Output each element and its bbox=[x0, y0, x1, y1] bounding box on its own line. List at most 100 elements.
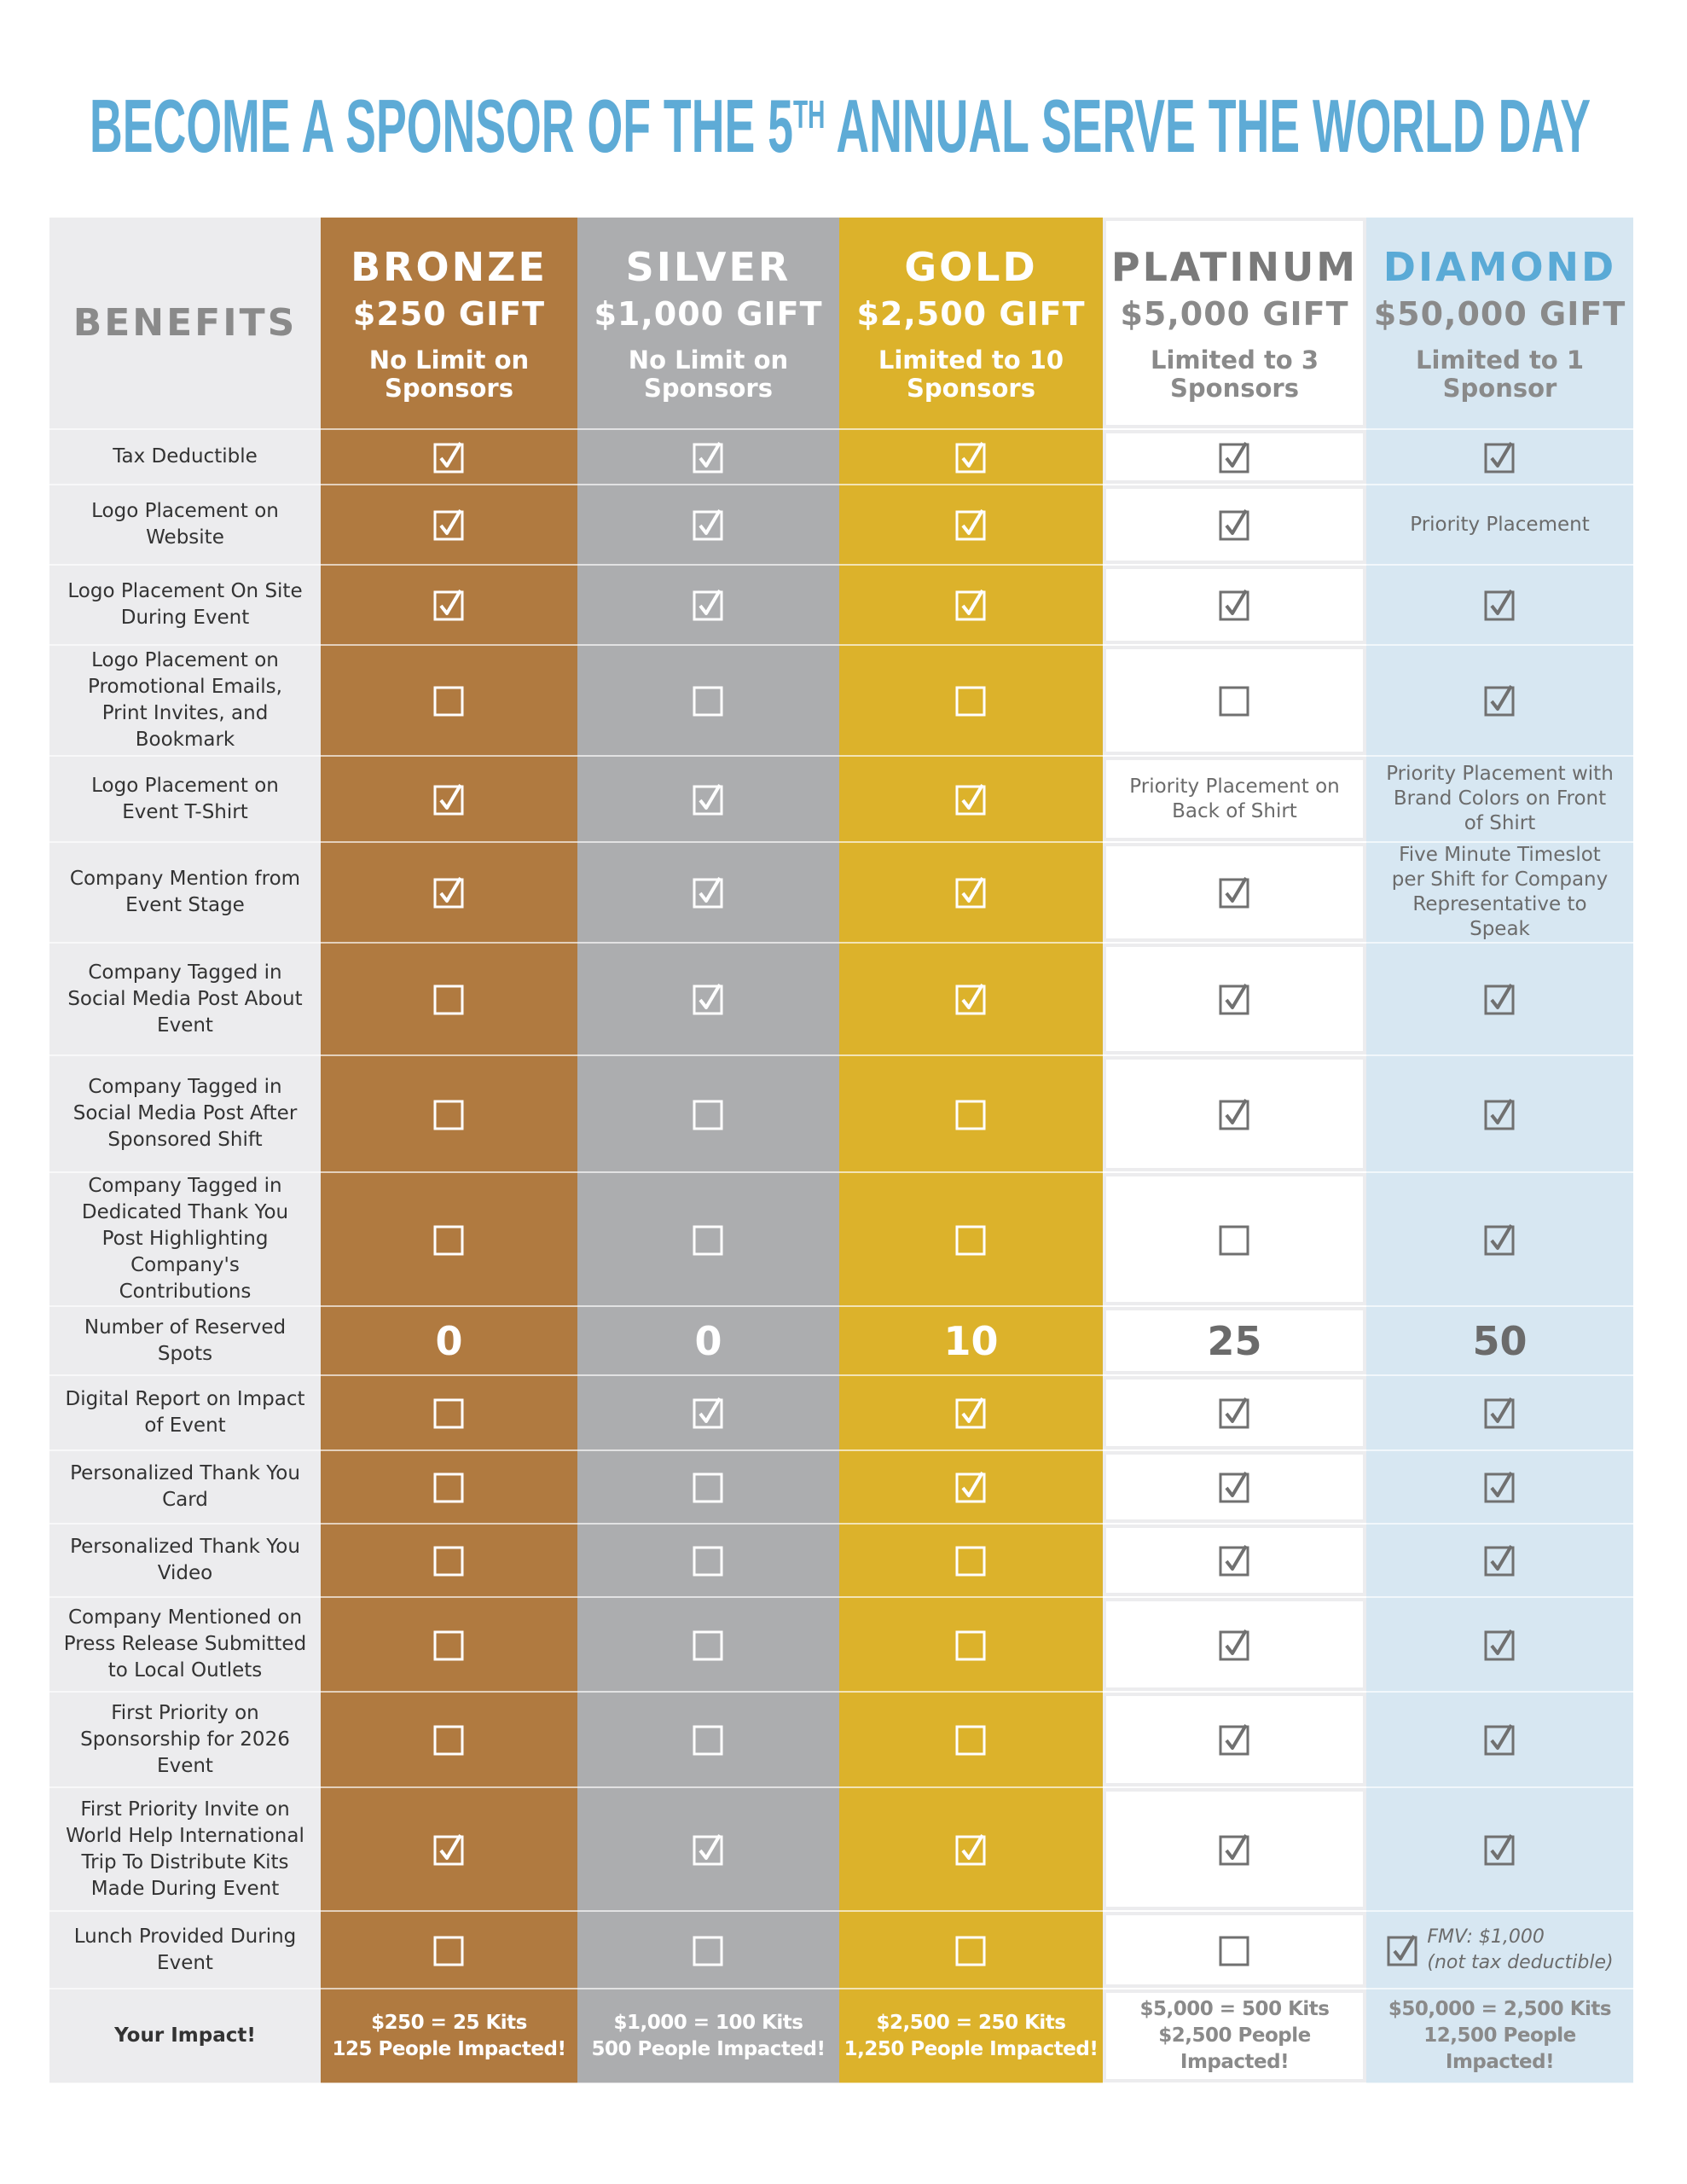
impact-line: $2,500 = 250 Kits bbox=[876, 2011, 1066, 2034]
checkbox-empty bbox=[433, 1398, 463, 1429]
benefit-cell bbox=[577, 756, 839, 843]
benefit-cell bbox=[839, 1524, 1103, 1598]
tier-header: BRONZE $250 GIFT No Limit on Sponsors bbox=[321, 218, 577, 430]
checkbox-checked bbox=[1484, 1723, 1514, 1756]
checkbox-checked bbox=[433, 508, 463, 541]
benefit-label-cell: Logo Placement on Event T-Shirt bbox=[49, 756, 321, 843]
checkbox-checked bbox=[1219, 441, 1249, 473]
benefit-cell bbox=[1103, 1692, 1366, 1788]
checkbox-empty bbox=[693, 686, 722, 717]
benefit-cell: 0 bbox=[577, 1306, 839, 1376]
benefit-cell bbox=[1366, 1787, 1633, 1912]
checkbox-checked bbox=[433, 441, 463, 473]
benefit-label: Lunch Provided During Event bbox=[73, 1925, 297, 1974]
benefit-label: Company Tagged in Social Media Post Abou… bbox=[67, 961, 303, 1037]
checkbox-checked bbox=[1484, 1833, 1514, 1865]
impact-line: $50,000 = 2,500 Kits bbox=[1388, 1998, 1612, 2020]
benefit-cell bbox=[839, 1055, 1103, 1173]
benefit-label-cell: First Priority on Sponsorship for 2026 E… bbox=[49, 1692, 321, 1788]
checkbox-empty bbox=[693, 1100, 722, 1130]
benefit-label-cell: Company Tagged in Social Media Post Afte… bbox=[49, 1055, 321, 1173]
impact-line: 1,250 People Impacted! bbox=[844, 2037, 1099, 2060]
benefit-label: Tax Deductible bbox=[113, 445, 258, 468]
benefit-cell bbox=[839, 1787, 1103, 1912]
note-line: FMV: $1,000 bbox=[1427, 1926, 1545, 1948]
benefit-cell bbox=[1103, 842, 1366, 944]
checkbox-empty bbox=[955, 1725, 985, 1756]
checkbox-empty bbox=[433, 1725, 463, 1756]
benefit-label: Company Mentioned on Press Release Submi… bbox=[63, 1606, 307, 1682]
benefit-cell bbox=[1103, 565, 1366, 646]
tier-gift: $1,000 GIFT bbox=[594, 294, 823, 333]
benefit-label-cell: Number of Reserved Spots bbox=[49, 1306, 321, 1376]
benefit-cell: $2,500 = 250 Kits 1,250 People Impacted! bbox=[839, 1989, 1103, 2084]
benefit-row: Company Mention from Event Stage Five Min… bbox=[49, 842, 1633, 944]
benefit-label-cell: Company Mention from Event Stage bbox=[49, 842, 321, 944]
benefit-row: Company Tagged in Social Media Post Afte… bbox=[49, 1055, 1633, 1173]
checkbox-checked bbox=[693, 589, 722, 621]
benefit-cell bbox=[321, 1597, 577, 1693]
benefit-cell bbox=[321, 485, 577, 566]
reserved-spots: 0 bbox=[694, 1317, 722, 1364]
checkbox-empty bbox=[693, 1225, 722, 1255]
benefit-row: First Priority Invite on World Help Inte… bbox=[49, 1787, 1633, 1912]
reserved-spots: 25 bbox=[1207, 1317, 1262, 1364]
benefit-cell bbox=[839, 429, 1103, 485]
benefit-cell bbox=[1366, 1692, 1633, 1788]
benefit-cell bbox=[577, 1172, 839, 1307]
benefit-label: Digital Report on Impact of Event bbox=[65, 1388, 305, 1437]
checkbox-empty bbox=[433, 1936, 463, 1966]
benefit-label: First Priority on Sponsorship for 2026 E… bbox=[80, 1701, 290, 1777]
benefit-cell bbox=[321, 943, 577, 1056]
benefit-cell bbox=[839, 485, 1103, 566]
checkbox-empty bbox=[1219, 1936, 1249, 1966]
checkbox-checked bbox=[955, 441, 985, 473]
benefit-cell bbox=[1103, 1597, 1366, 1693]
benefit-row: Personalized Thank You Video bbox=[49, 1524, 1633, 1598]
cell-note: FMV: $1,000 (not tax deductible) bbox=[1427, 1925, 1613, 1976]
benefit-cell bbox=[577, 1524, 839, 1598]
checkbox-empty bbox=[693, 1546, 722, 1577]
benefit-cell bbox=[577, 842, 839, 944]
benefit-cell bbox=[1103, 1055, 1366, 1173]
note-line: (not tax deductible) bbox=[1427, 1951, 1614, 1973]
benefit-label: Logo Placement on Promotional Emails, Pr… bbox=[88, 649, 282, 751]
benefit-label-cell: Personalized Thank You Card bbox=[49, 1450, 321, 1525]
benefit-cell bbox=[839, 842, 1103, 944]
benefit-cell bbox=[1103, 1375, 1366, 1451]
checkbox-empty bbox=[955, 1546, 985, 1577]
checkbox-checked bbox=[693, 876, 722, 909]
benefit-label: Company Mention from Event Stage bbox=[69, 868, 301, 916]
checkbox-checked bbox=[433, 876, 463, 909]
tier-gift: $2,500 GIFT bbox=[856, 294, 1086, 333]
impact-line: $5,000 = 500 Kits bbox=[1139, 1998, 1330, 2020]
checkbox-empty bbox=[433, 686, 463, 717]
checkbox-checked bbox=[1484, 684, 1514, 717]
checkbox-checked bbox=[693, 508, 722, 541]
cell-text: Five Minute Timeslot per Shift for Compa… bbox=[1391, 844, 1609, 940]
benefit-label-cell: Your Impact! bbox=[49, 1989, 321, 2084]
tier-limit: No Limit on Sponsors bbox=[628, 345, 789, 403]
checkbox-checked bbox=[1219, 1471, 1249, 1503]
benefit-cell bbox=[1366, 1524, 1633, 1598]
checkbox-checked bbox=[1219, 1629, 1249, 1660]
checkbox-empty bbox=[433, 1100, 463, 1130]
benefit-cell bbox=[1366, 1055, 1633, 1173]
tier-header: DIAMOND $50,000 GIFT Limited to 1 Sponsor bbox=[1366, 218, 1633, 430]
checkbox-checked bbox=[1219, 589, 1249, 621]
checkbox-empty bbox=[433, 1472, 463, 1503]
checkbox-checked bbox=[1219, 1544, 1249, 1577]
benefit-label: Personalized Thank You Video bbox=[70, 1536, 300, 1584]
benefit-cell bbox=[839, 1172, 1103, 1307]
title-area: BECOME A SPONSOR OF THE 5TH ANNUAL SERVE… bbox=[90, 84, 1591, 168]
benefit-cell bbox=[577, 1692, 839, 1788]
benefit-cell bbox=[321, 1787, 577, 1912]
benefit-cell bbox=[321, 1375, 577, 1451]
benefit-cell bbox=[577, 565, 839, 646]
title: BECOME A SPONSOR OF THE 5TH ANNUAL SERVE… bbox=[90, 84, 1591, 168]
benefit-cell bbox=[839, 756, 1103, 843]
benefit-cell bbox=[1103, 1450, 1366, 1525]
benefit-label: Personalized Thank You Card bbox=[70, 1462, 300, 1511]
checkbox-empty bbox=[433, 1630, 463, 1660]
